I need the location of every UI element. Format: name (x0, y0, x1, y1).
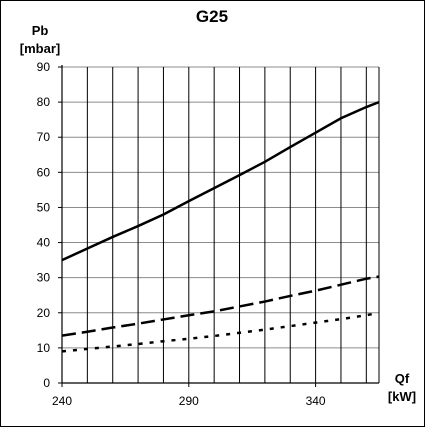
y-tick-label: 80 (37, 95, 51, 109)
y-axis-label-line1: Pb (32, 23, 49, 38)
x-axis-label-line1: Qf (395, 371, 410, 386)
y-tick-label: 10 (37, 341, 51, 355)
y-tick-label: 0 (43, 376, 50, 390)
y-tick-label: 30 (37, 271, 51, 285)
plot-axes (58, 65, 379, 387)
y-axis-label-line2: [mbar] (20, 41, 60, 56)
y-tick-label: 70 (37, 130, 51, 144)
x-tick-label: 240 (52, 394, 72, 408)
series-line-dashed (61, 275, 380, 337)
y-tick-label: 60 (37, 165, 51, 179)
chart-title: G25 (196, 7, 228, 26)
x-tick-label: 340 (306, 394, 326, 408)
series-line-solid (61, 100, 380, 262)
x-tick-label: 290 (179, 394, 199, 408)
x-axis-label-line2: [kW] (388, 389, 416, 404)
series-line-dotted (61, 311, 380, 353)
data-series (61, 100, 380, 353)
y-tick-label: 90 (37, 60, 51, 74)
tick-labels: 0 10 20 30 40 50 60 70 80 90 240 290 340 (37, 60, 326, 408)
plot-grid (62, 66, 380, 384)
y-tick-label: 20 (37, 306, 51, 320)
y-tick-label: 50 (37, 200, 51, 214)
y-tick-label: 40 (37, 236, 51, 250)
